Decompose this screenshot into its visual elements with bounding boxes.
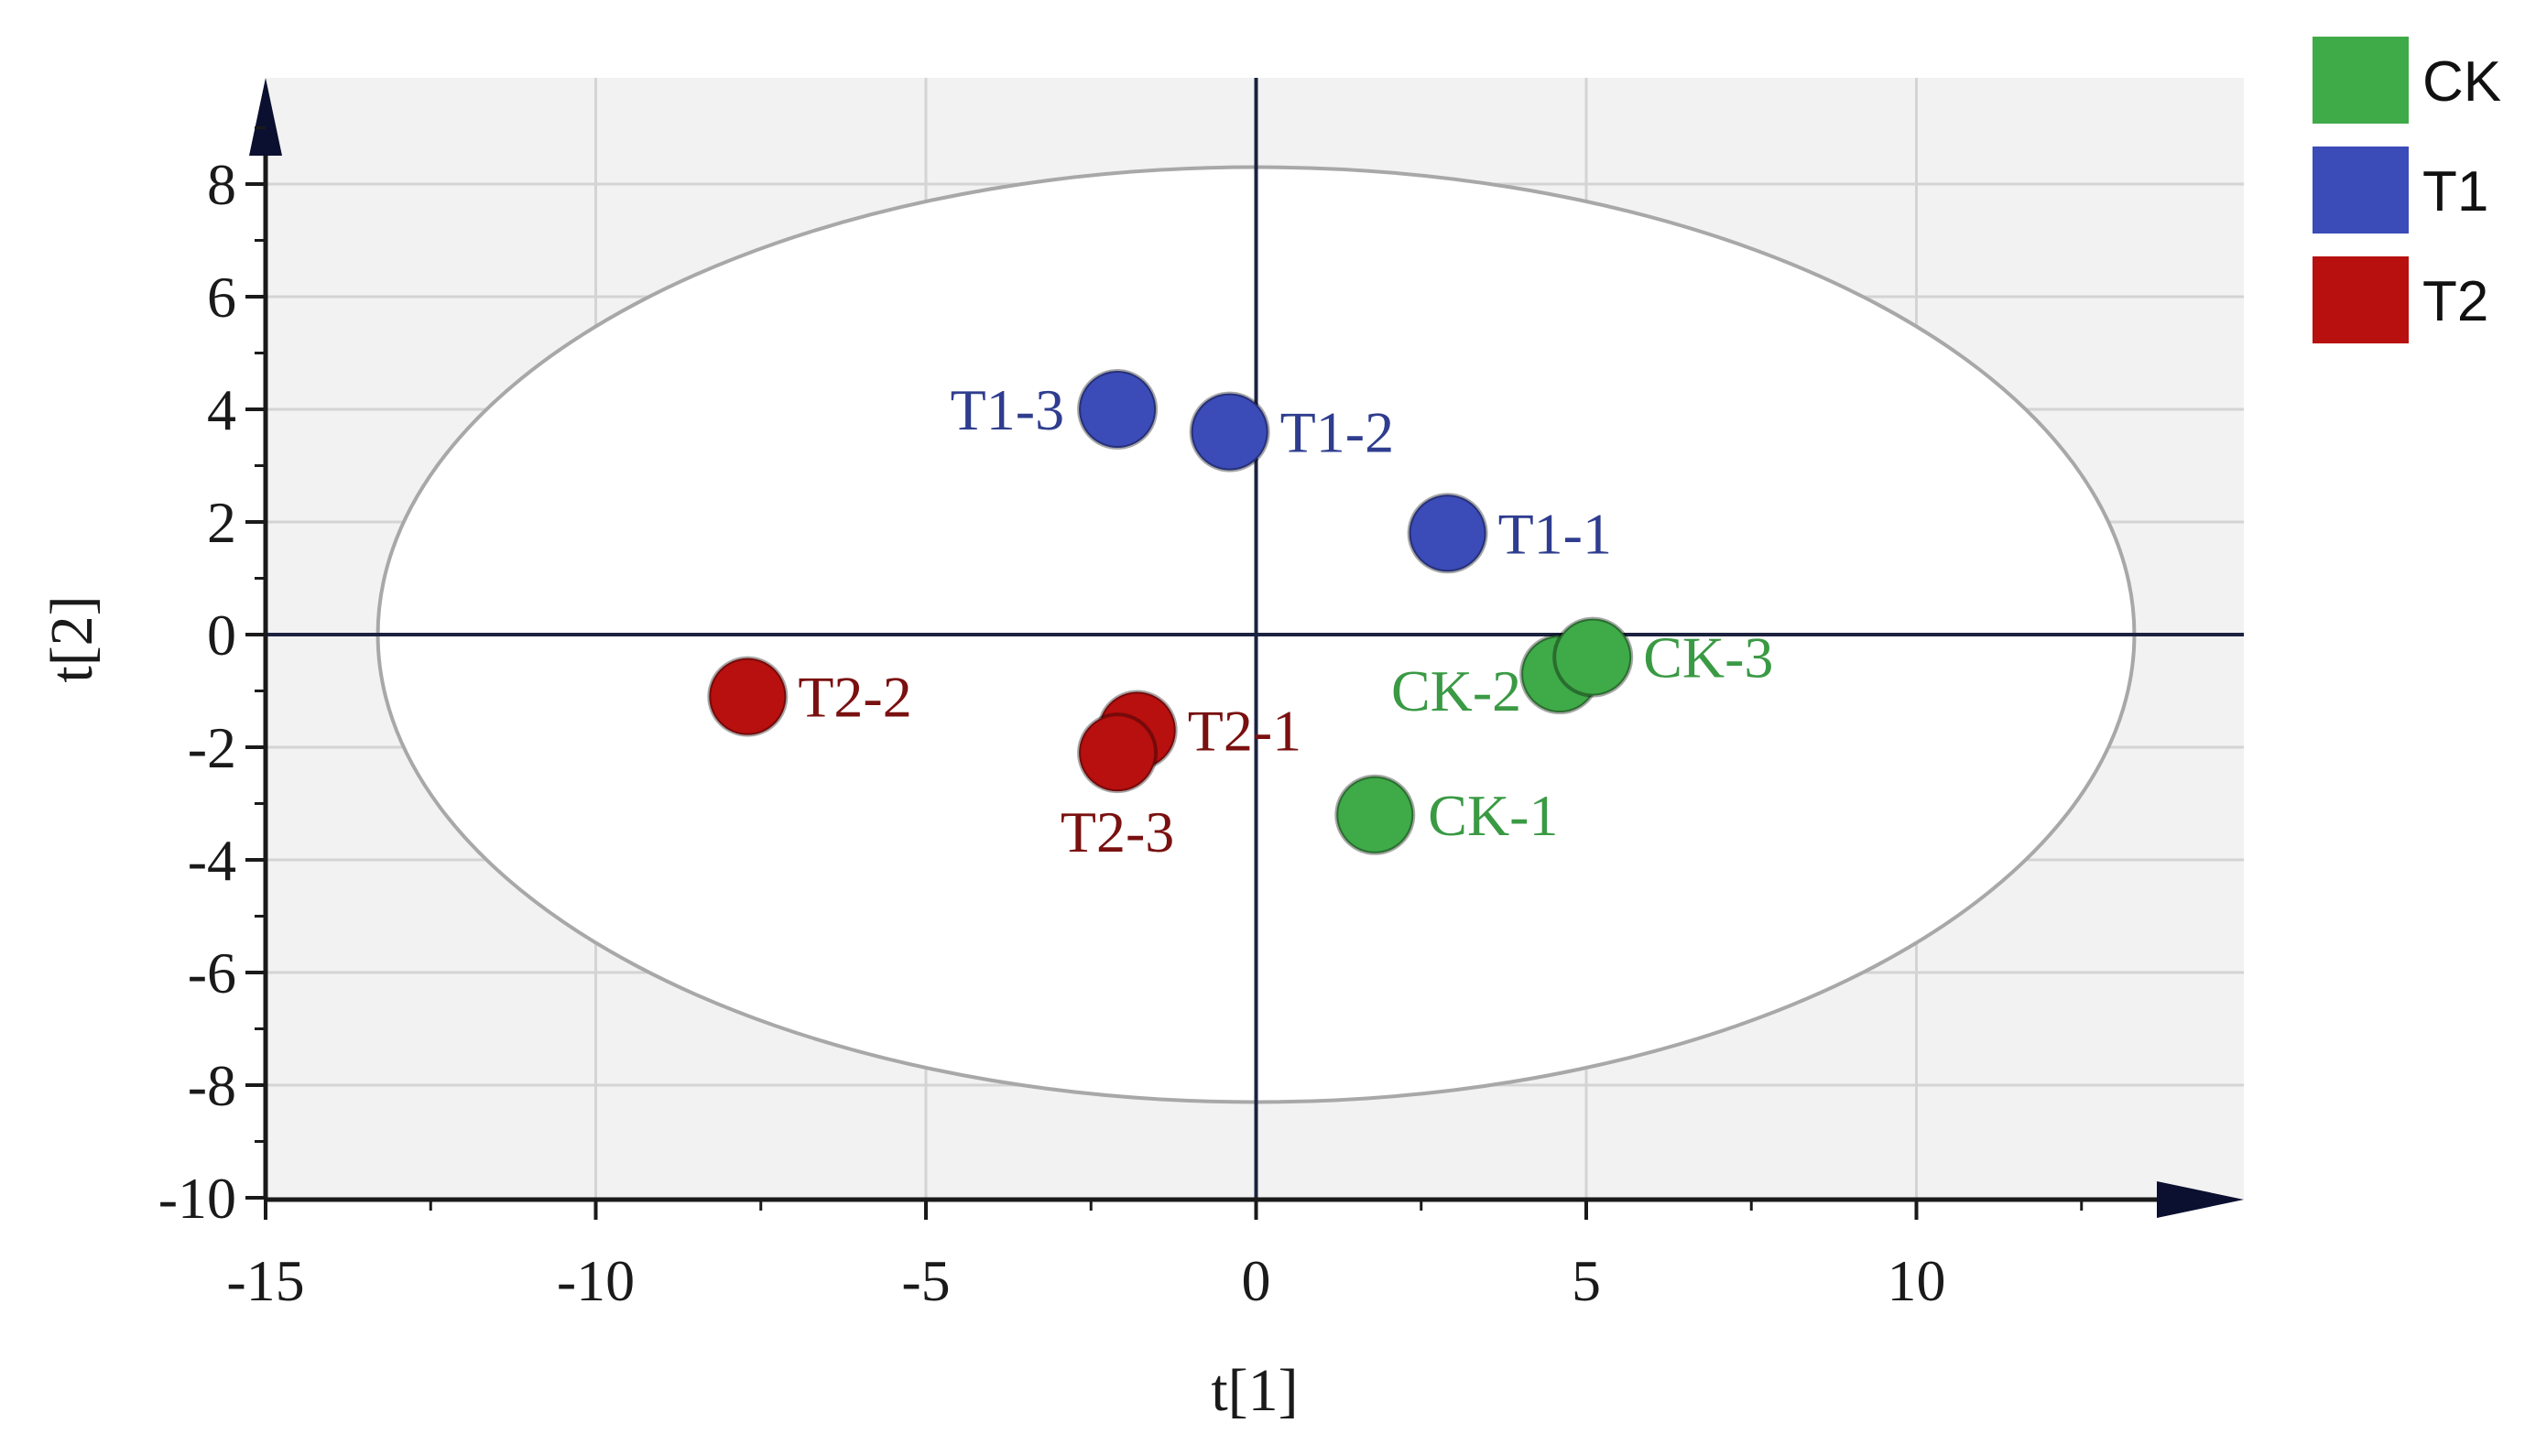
point-label-t1-3: T1-3 <box>951 377 1064 442</box>
point-label-t2-1: T2-1 <box>1188 699 1301 764</box>
point-label-ck-1: CK-1 <box>1428 783 1558 848</box>
point-label-t2-3: T2-3 <box>1061 799 1174 864</box>
y-tick-label: -8 <box>188 1053 236 1118</box>
x-axis-arrow <box>2157 1181 2244 1218</box>
y-tick-label: -4 <box>188 828 236 893</box>
x-tick-label: -15 <box>226 1248 304 1313</box>
x-axis-title: t[1] <box>1211 1357 1298 1424</box>
x-tick-label: 0 <box>1242 1248 1271 1313</box>
y-tick-label: 6 <box>207 265 236 330</box>
y-tick-label: 2 <box>207 490 236 555</box>
x-tick-label: 5 <box>1572 1248 1601 1313</box>
point-label-t1-2: T1-2 <box>1280 400 1394 465</box>
y-tick-label: 0 <box>207 603 236 668</box>
y-tick-label: -10 <box>158 1166 236 1231</box>
point-t1-1 <box>1407 493 1488 574</box>
x-tick-label: 10 <box>1888 1248 1946 1313</box>
y-axis-title: t[2] <box>38 595 105 682</box>
x-tick-label: -5 <box>901 1248 950 1313</box>
legend-swatch-t1 <box>2313 147 2409 234</box>
legend-label-t2: T2 <box>2422 270 2488 333</box>
y-tick-label: -6 <box>188 940 236 1005</box>
axes <box>249 78 2244 1218</box>
point-ck-3 <box>1552 616 1634 698</box>
y-tick-label: 8 <box>207 152 236 217</box>
point-ck-1 <box>1334 774 1416 855</box>
point-label-t2-2: T2-2 <box>798 665 911 730</box>
legend-label-ck: CK <box>2422 50 2501 114</box>
point-t2-2 <box>707 656 789 737</box>
y-tick-label: 4 <box>207 377 236 442</box>
y-tick-label: -2 <box>188 715 236 780</box>
point-t1-3 <box>1077 369 1159 450</box>
point-t2-3 <box>1077 712 1159 794</box>
legend-swatch-t2 <box>2313 256 2409 343</box>
legend-swatch-ck <box>2313 37 2409 124</box>
data-points: CK-1 CK-2 CK-3 T1-1 T1-2 T1-3 T2-1 T2-2 T2-3 <box>707 369 1773 864</box>
axis-ticks: 8 6 4 2 0 -2 -4 -6 -8 -10 -15 -10 -5 0 5 10 <box>158 126 2084 1313</box>
point-label-ck-2: CK-2 <box>1391 658 1521 723</box>
legend: CK T1 T2 <box>2313 37 2501 343</box>
x-tick-label: -10 <box>557 1248 635 1313</box>
point-t1-2 <box>1189 391 1270 473</box>
legend-label-t1: T1 <box>2422 160 2488 223</box>
point-label-ck-3: CK-3 <box>1643 625 1773 690</box>
zero-lines <box>266 78 2244 1200</box>
y-axis-arrow <box>249 78 282 156</box>
point-label-t1-1: T1-1 <box>1498 501 1612 566</box>
